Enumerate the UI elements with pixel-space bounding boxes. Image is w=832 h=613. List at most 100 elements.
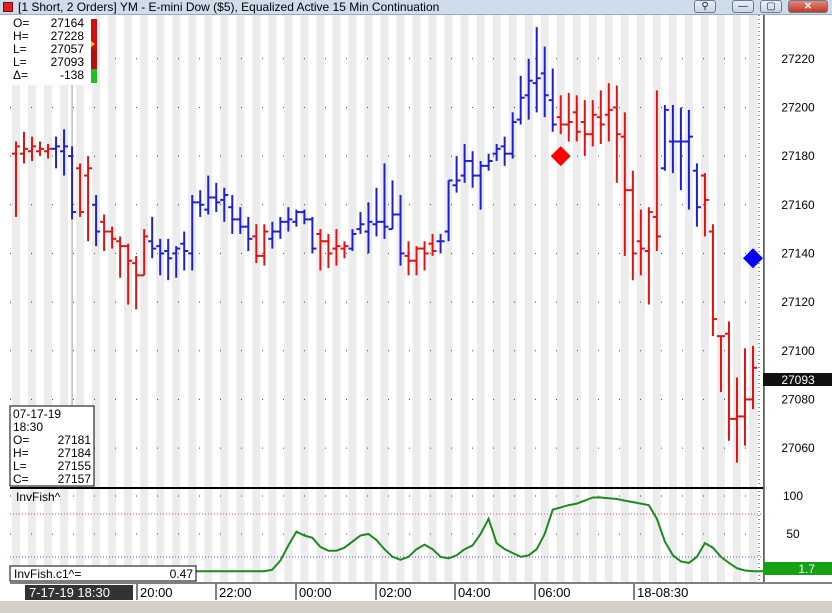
bar-stripe xyxy=(220,15,229,487)
cursor-value: 27181 xyxy=(58,433,92,447)
price-tag-value: 27093 xyxy=(781,373,815,387)
bar-stripe xyxy=(108,489,117,582)
bar-stripe xyxy=(748,489,757,582)
ohlc-bar xyxy=(428,233,437,256)
ohlc-bar xyxy=(532,27,541,113)
ohlc-bar xyxy=(260,224,269,266)
ohlc-bar xyxy=(276,216,285,239)
ohlc-bar xyxy=(444,179,453,242)
time-tick-label: 18-08:30 xyxy=(637,585,688,600)
ohlc-bar xyxy=(588,100,597,147)
ohlc-label: H= xyxy=(13,29,29,43)
bar-stripe xyxy=(556,489,565,582)
ohlc-label: L= xyxy=(13,42,27,56)
ohlc-bar xyxy=(396,195,405,266)
ohlc-bar xyxy=(652,90,661,251)
bar-stripe xyxy=(124,489,133,582)
ohlc-bar xyxy=(140,229,149,277)
ohlc-bar xyxy=(684,109,693,210)
ohlc-bar xyxy=(540,46,549,118)
ohlc-bar xyxy=(676,107,685,191)
bar-stripe xyxy=(236,15,245,487)
ohlc-value: -138 xyxy=(60,68,84,82)
bar-stripe xyxy=(732,15,741,487)
ohlc-bar xyxy=(412,246,421,276)
ohlc-bar xyxy=(348,229,357,251)
bar-stripe xyxy=(668,15,677,487)
ohlc-bar xyxy=(268,221,277,249)
ohlc-bar xyxy=(372,187,381,237)
horizontal-scrollbar[interactable] xyxy=(0,601,832,613)
price-tick-label: 27080 xyxy=(781,392,815,406)
minimize-button[interactable]: — xyxy=(732,0,754,13)
bar-stripe xyxy=(700,15,709,487)
cursor-label: O= xyxy=(13,433,29,447)
bar-stripe xyxy=(668,489,677,582)
bar-stripe xyxy=(588,15,597,487)
maximize-button[interactable]: ▢ xyxy=(760,0,782,13)
time-tick-label: 02:00 xyxy=(379,585,412,600)
bar-stripe xyxy=(396,489,405,582)
bar-stripe xyxy=(28,15,37,487)
bar-stripe xyxy=(236,489,245,582)
bar-stripe xyxy=(11,489,21,582)
ohlc-bar xyxy=(92,195,101,247)
time-tick-label: 04:00 xyxy=(458,585,491,600)
indicator-tick-label: 50 xyxy=(786,527,800,541)
cursor-value: 27155 xyxy=(58,459,92,473)
ohlc-bar-green xyxy=(91,69,97,83)
ohlc-bar xyxy=(484,153,493,171)
bar-stripe xyxy=(76,489,85,582)
ohlc-value: 27093 xyxy=(51,55,85,69)
buy-order-marker[interactable] xyxy=(742,248,763,269)
bar-stripe xyxy=(316,489,325,582)
bar-stripe xyxy=(268,15,277,487)
link-icon[interactable]: ⚲ xyxy=(694,0,716,13)
ohlc-value: 27057 xyxy=(51,42,85,56)
ohlc-bar xyxy=(524,58,533,120)
bar-stripe xyxy=(428,489,437,582)
price-tick-label: 27220 xyxy=(781,52,815,66)
ohlc-bar xyxy=(28,136,37,161)
close-button[interactable]: ✕ xyxy=(788,0,828,13)
ohlc-bar xyxy=(156,238,165,276)
bar-stripe xyxy=(476,15,485,487)
bar-stripe xyxy=(156,489,165,582)
bar-stripe xyxy=(604,15,613,487)
bar-stripe xyxy=(60,15,69,487)
bar-stripe xyxy=(220,489,229,582)
ohlc-bar xyxy=(204,175,213,215)
bar-stripe xyxy=(380,15,389,487)
bar-stripe xyxy=(524,489,533,582)
bar-stripe xyxy=(204,489,213,582)
ohlc-bar xyxy=(500,136,509,166)
time-tick-label: 20:00 xyxy=(140,585,173,600)
sell-order-marker[interactable] xyxy=(550,146,571,167)
bar-stripe xyxy=(444,15,453,487)
indicator-readout-value: 0.47 xyxy=(170,567,194,581)
ohlc-bar xyxy=(748,345,757,410)
price-tag xyxy=(763,373,832,386)
bar-stripe xyxy=(636,489,645,582)
indicator-tick-label: 100 xyxy=(783,489,803,503)
window-title: [1 Short, 2 Orders] YM - E-mini Dow ($5)… xyxy=(18,0,440,14)
ohlc-bar xyxy=(68,146,77,220)
ohlc-bar xyxy=(436,233,445,254)
ohlc-bar xyxy=(148,216,157,259)
ohlc-bar xyxy=(700,173,709,237)
ohlc-label: Δ= xyxy=(13,68,28,82)
bar-stripe xyxy=(540,15,549,487)
ohlc-bar xyxy=(332,229,341,266)
indicator-readout-box xyxy=(9,565,197,582)
ohlc-bar xyxy=(100,214,109,251)
ohlc-bar xyxy=(244,216,253,251)
bar-stripe xyxy=(716,489,725,582)
ohlc-bar xyxy=(572,95,581,142)
bar-stripe xyxy=(76,15,85,487)
bar-stripe xyxy=(652,489,661,582)
ohlc-bar xyxy=(220,187,229,222)
ohlc-bar xyxy=(452,156,461,193)
ohlc-bar xyxy=(468,151,477,188)
bar-stripe xyxy=(700,489,709,582)
